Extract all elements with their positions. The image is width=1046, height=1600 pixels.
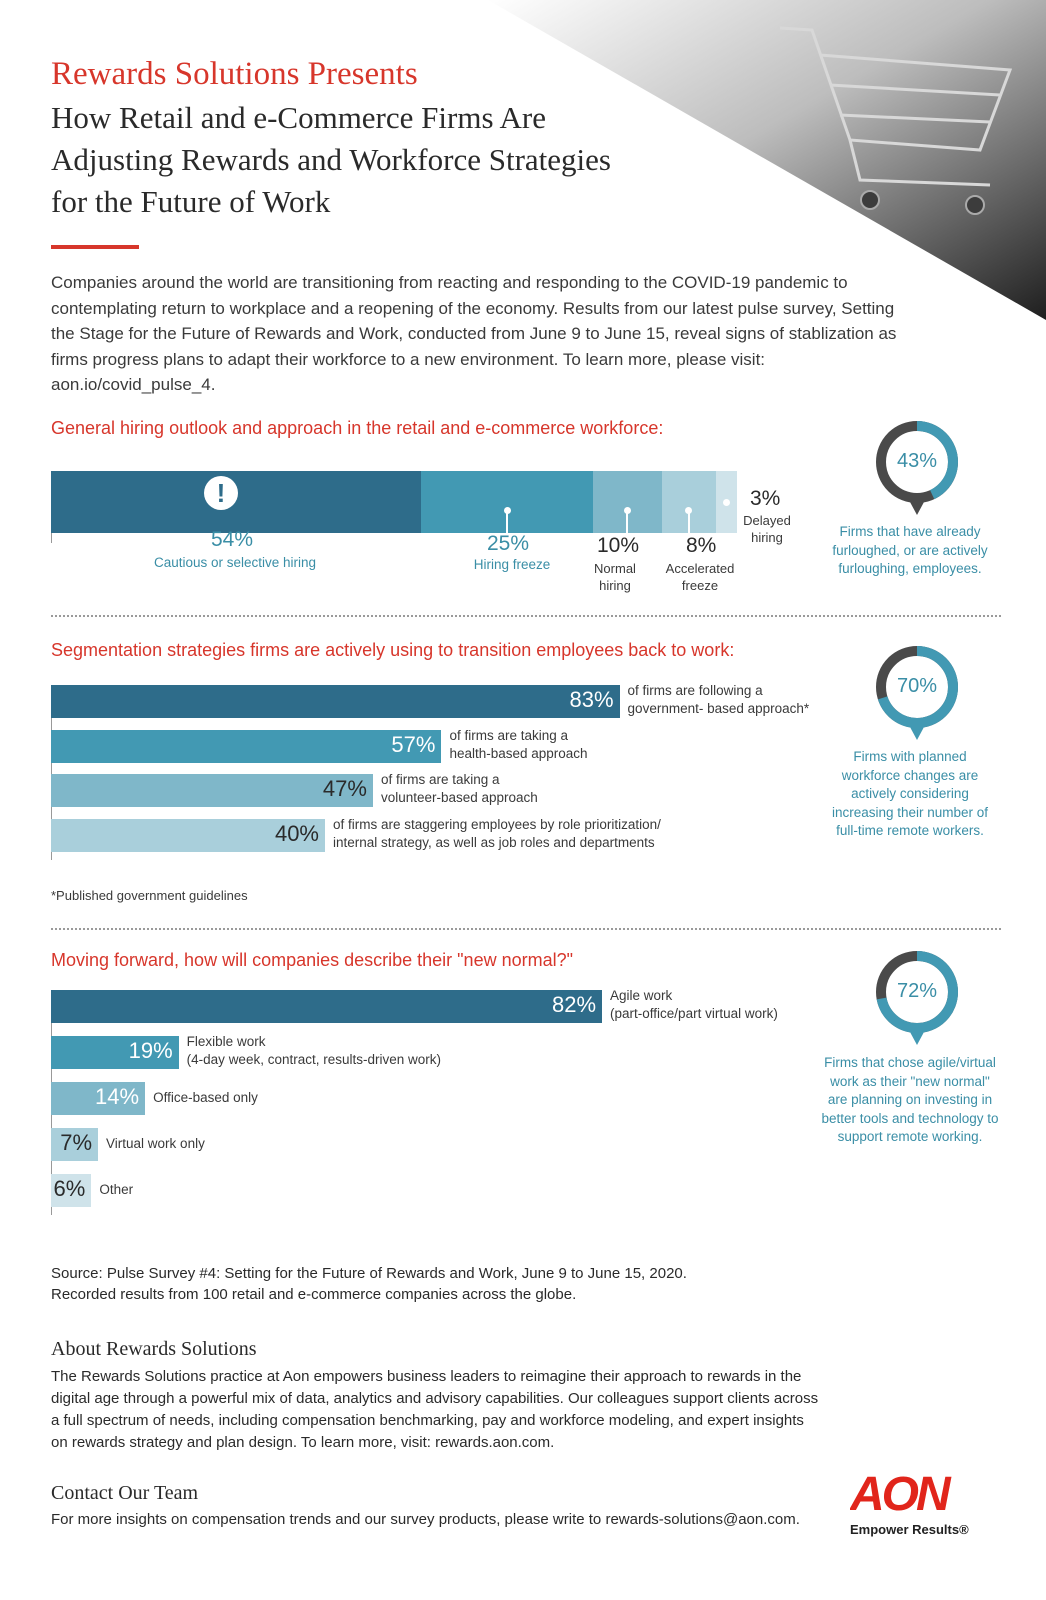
seg-bars-label-1: of firms are taking a health-based approa… xyxy=(449,727,588,761)
new-normal-section-title: Moving forward, how will companies descr… xyxy=(51,950,573,970)
nn-bars-value-0: 82% xyxy=(551,992,597,1017)
seg-bars-bar-3: 40% xyxy=(51,818,325,852)
subtitle-line-1: How Retail and e-Commerce Firms Are xyxy=(51,100,547,135)
hiring-stacked-bar xyxy=(51,471,737,533)
seg-bars-bar-0: 83% xyxy=(51,685,620,718)
callout-ring-1 xyxy=(876,421,958,515)
nn-bars-label-0: Agile work (part-office/part virtual work… xyxy=(610,988,778,1021)
hiring-pct-3: 8% xyxy=(686,534,717,557)
nn-bars-label-2: Office-based only xyxy=(153,1090,258,1105)
hiring-section-title: General hiring outlook and approach in t… xyxy=(51,418,664,438)
aon-logo: AON xyxy=(850,1470,955,1515)
source-note: Source: Pulse Survey #4: Setting for the… xyxy=(51,1265,687,1303)
seg-bars-bar-2: 47% xyxy=(51,774,373,807)
contact-text: For more insights on compensation trends… xyxy=(51,1511,800,1528)
seg-bars-value-0: 83% xyxy=(569,687,614,712)
nn-bars-bar-4: 6% xyxy=(51,1174,92,1207)
seg-bars-label-0: of firms are following a government- base… xyxy=(627,683,810,716)
title: Rewards Solutions Presents xyxy=(51,56,418,92)
contact-heading: Contact Our Team xyxy=(51,1482,199,1504)
hiring-label-0: Cautious or selective hiring xyxy=(153,555,317,570)
subtitle-line-2: Adjusting Rewards and Workforce Strategi… xyxy=(51,142,611,177)
nn-bars-value-4: 6% xyxy=(53,1176,86,1201)
footnote: *Published government guidelines xyxy=(51,888,248,903)
seg-bars-label-2: of firms are taking a volunteer-based app… xyxy=(380,772,538,805)
callout-value-2: 70% xyxy=(896,675,938,697)
hiring-label-4: Delayed hiring xyxy=(743,513,791,545)
alert-icon: ! xyxy=(204,476,238,510)
callout-value-3: 72% xyxy=(896,980,938,1002)
hiring-segment-0 xyxy=(51,471,422,533)
segmentation-section-title: Segmentation strategies firms are active… xyxy=(51,640,735,660)
callout-arc-3 xyxy=(876,951,958,1033)
divider-2 xyxy=(51,928,1001,930)
nn-bars-value-2: 14% xyxy=(95,1084,140,1109)
hiring-pct-2: 10% xyxy=(597,534,640,557)
subtitle-line-3: for the Future of Work xyxy=(51,184,331,219)
cart-illustration xyxy=(488,0,1046,320)
nn-bars-label-4: Other xyxy=(99,1182,134,1197)
nn-bars-value-1: 19% xyxy=(128,1038,173,1063)
title-underline xyxy=(51,245,139,249)
seg-bars-value-3: 40% xyxy=(274,820,319,846)
hiring-label-2: Normal hiring xyxy=(594,561,636,593)
callout-value-1: 43% xyxy=(896,450,938,472)
callout-ring-2 xyxy=(876,646,958,740)
seg-bars-bar-1: 57% xyxy=(51,729,442,763)
hiring-segment-1 xyxy=(421,471,593,533)
callout-text-3: Firms that chose agile/virtual work as th… xyxy=(821,1055,999,1144)
seg-bars-label-3: of firms are staggering employees by rol… xyxy=(333,816,661,850)
divider-1 xyxy=(51,615,1001,617)
intro-paragraph: Companies around the world are transitio… xyxy=(51,273,897,394)
about-text: The Rewards Solutions practice at Aon em… xyxy=(51,1368,819,1451)
svg-text:AON: AON xyxy=(850,1470,952,1515)
hiring-segment-3 xyxy=(661,471,717,533)
seg-bars-value-1: 57% xyxy=(391,731,436,757)
hiring-pct-0: 54% xyxy=(211,528,254,551)
nn-bars-bar-1: 19% xyxy=(51,1036,179,1069)
callout-text-1: Firms that have already furloughed, or ar… xyxy=(832,524,988,576)
hiring-segment-2 xyxy=(592,471,662,533)
nn-bars-value-3: 7% xyxy=(60,1130,93,1155)
hiring-segment-4 xyxy=(716,471,737,533)
nn-bars-label-3: Virtual work only xyxy=(106,1136,205,1151)
callout-ring-3 xyxy=(876,951,958,1045)
aon-tagline: Empower Results® xyxy=(850,1522,969,1537)
callout-arc-2 xyxy=(876,646,958,728)
hiring-label-1: Hiring freeze xyxy=(473,557,551,572)
seg-bars-value-2: 47% xyxy=(322,776,367,801)
nn-bars-bar-0: 82% xyxy=(51,990,603,1023)
callout-text-2: Firms with planned workforce changes are a… xyxy=(831,749,989,838)
hiring-label-3: Accelerated freeze xyxy=(665,561,735,593)
nn-bars-label-1: Flexible work (4-day week, contract, resu… xyxy=(186,1034,442,1067)
hiring-pct-4: 3% xyxy=(750,487,781,510)
about-heading: About Rewards Solutions xyxy=(51,1338,257,1360)
hiring-pct-1: 25% xyxy=(487,532,530,555)
nn-bars-bar-3: 7% xyxy=(51,1128,99,1161)
callout-arc-1 xyxy=(876,421,958,503)
nn-bars-bar-2: 14% xyxy=(51,1082,146,1115)
